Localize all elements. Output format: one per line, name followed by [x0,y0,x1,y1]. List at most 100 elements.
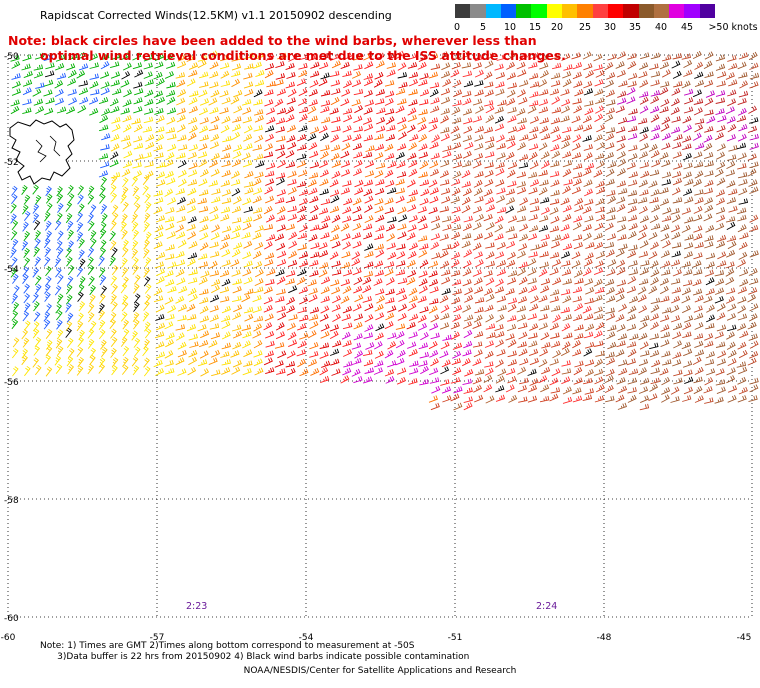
wind-barb [737,313,748,321]
wind-barb [143,300,150,311]
wind-barb [747,153,757,161]
wind-barb [628,144,638,152]
wind-barb [593,306,603,314]
wind-barb [145,231,152,242]
wind-barb [285,270,296,278]
wind-barb [464,287,474,296]
wind-barb [736,207,747,215]
wind-barb [298,87,308,97]
wind-barb [175,324,186,331]
wind-barb [518,396,528,403]
wind-barb [375,60,385,69]
wind-barb [331,160,341,168]
wind-barb [165,222,175,231]
wind-barb [474,297,485,304]
wind-barb [285,114,295,123]
wind-barb [748,395,758,403]
wind-barb [748,333,758,341]
wind-barb [286,305,296,314]
wind-barb [472,341,483,348]
wind-barb [450,269,461,277]
wind-barb [638,224,648,233]
wind-barb [341,169,351,177]
wind-barb [463,387,473,394]
wind-barb [188,241,198,249]
wind-barb [484,161,494,169]
wind-barb [451,178,461,186]
wind-barb [266,268,276,276]
wind-barb [595,321,605,331]
wind-barb [407,114,417,123]
wind-barb [120,311,128,322]
wind-barb [737,97,747,106]
wind-barb [164,159,174,168]
wind-barb [670,107,680,115]
wind-barb [384,207,395,215]
wind-barb [739,80,749,89]
wind-barb [431,222,441,231]
wind-barb [221,169,231,178]
wind-barb [144,283,152,294]
wind-barb [694,197,704,205]
wind-barb [395,178,405,186]
wind-barb [429,367,439,376]
wind-barb [397,62,407,71]
wind-barb [451,279,462,286]
wind-barb [683,88,694,96]
wind-barb [343,197,353,206]
wind-barb [111,116,121,124]
wind-barb [527,313,537,321]
wind-barb [165,127,176,134]
wind-barb [352,267,362,276]
wind-barb [649,333,659,340]
wind-barb [704,269,714,277]
wind-barb [210,133,220,142]
wind-barb [254,268,264,278]
wind-barb [661,260,671,268]
falkland-islands-inner-coast [35,135,61,163]
wind-barb [550,144,560,152]
wind-barb [671,250,681,258]
wind-barb [450,377,461,384]
wind-barb [694,395,704,403]
wind-barb [353,313,363,321]
wind-barb [100,161,110,169]
wind-barb [254,367,264,376]
wind-barb [209,159,218,168]
footnote-line-1: Note: 1) Times are GMT 2)Times along bot… [40,641,415,651]
wind-barb [309,320,319,330]
wind-barb [142,151,152,159]
wind-barb [199,242,209,251]
wind-barb [670,304,680,314]
wind-barb [659,152,669,160]
wind-barb [507,297,518,305]
wind-barb [703,295,713,304]
wind-barb [705,261,715,269]
wind-barb [672,351,682,359]
wind-barb [428,340,438,350]
wind-barb [485,242,495,249]
wind-barb [607,161,617,169]
wind-barb [507,180,517,188]
wind-barb [727,385,738,393]
legend-swatch [623,4,639,18]
wind-barb [528,214,538,221]
wind-barb [561,376,571,385]
wind-barb [494,286,505,294]
wind-barb [528,225,539,233]
wind-barb [574,197,584,206]
wind-barb [573,366,583,376]
wind-barb [738,90,749,98]
wind-barb [605,79,615,88]
wind-barb [417,61,427,70]
wind-barb [738,52,749,60]
wind-barb [703,79,714,88]
wind-barb [362,376,373,384]
wind-barb [365,342,375,350]
wind-barb [617,158,627,167]
wind-barb [605,168,615,177]
wind-barb [550,332,560,339]
wind-barb [549,289,560,296]
wind-barb [662,359,672,366]
wind-barb [142,175,150,186]
